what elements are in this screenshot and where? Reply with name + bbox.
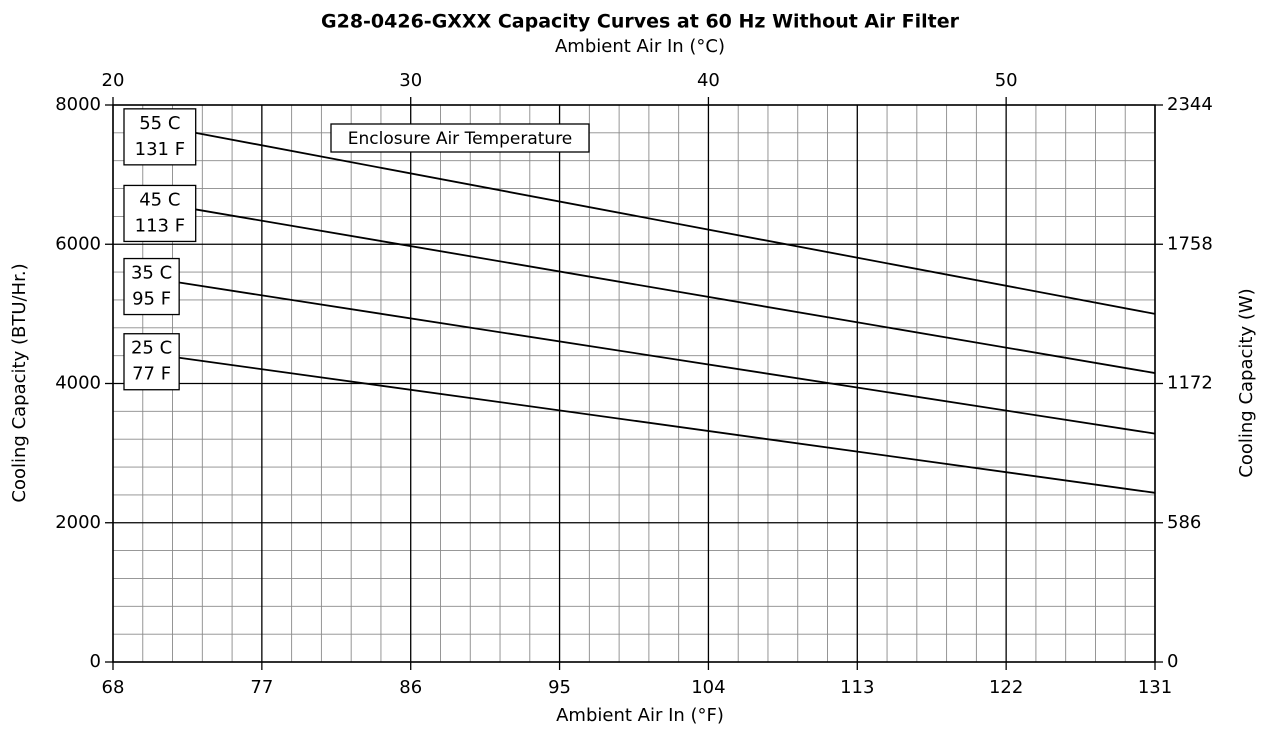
y-tick-label: 6000 [55, 233, 101, 254]
y2-axis-label: Cooling Capacity (W) [1236, 288, 1257, 477]
series-label: 45 C [139, 189, 180, 210]
series-line [195, 131, 1156, 315]
y-tick-label: 4000 [55, 373, 101, 394]
x-tick-label: 104 [691, 677, 725, 698]
x-tick-label: 95 [548, 677, 571, 698]
chart-title: G28-0426-GXXX Capacity Curves at 60 Hz W… [321, 11, 960, 33]
y2-tick-label: 0 [1167, 651, 1178, 672]
x-axis-label: Ambient Air In (°F) [556, 705, 724, 726]
x-tick-label: 86 [399, 677, 422, 698]
series-line [179, 281, 1156, 435]
series-label: 25 C [131, 338, 172, 359]
y-tick-label: 0 [90, 651, 101, 672]
annotation-box [330, 123, 590, 153]
series-label: 35 C [131, 263, 172, 284]
y2-tick-label: 2344 [1167, 94, 1213, 115]
x2-axis-label: Ambient Air In (°C) [555, 36, 725, 57]
plot-frame [112, 104, 1156, 663]
series-label-box [123, 333, 180, 391]
y-tick-label: 2000 [55, 512, 101, 533]
x-tick-label: 122 [989, 677, 1023, 698]
x2-tick-label: 30 [399, 70, 422, 91]
series-label-box [123, 257, 180, 316]
x-tick-label: 77 [250, 677, 273, 698]
annotation: Enclosure Air Temperature [348, 129, 573, 149]
series-line [195, 208, 1156, 374]
series-label: 55 C [139, 113, 180, 134]
x-tick-label: 68 [102, 677, 125, 698]
y2-tick-label: 1172 [1167, 373, 1213, 394]
x-tick-label: 131 [1138, 677, 1172, 698]
series-label: 77 F [132, 364, 171, 385]
series-label: 131 F [135, 139, 185, 160]
y2-tick-label: 1758 [1167, 233, 1213, 254]
y2-tick-label: 586 [1167, 512, 1201, 533]
series-label-box [123, 184, 197, 243]
series-label-box [123, 108, 197, 166]
x2-tick-label: 40 [697, 70, 720, 91]
y-tick-label: 8000 [55, 94, 101, 115]
x2-tick-label: 50 [995, 70, 1018, 91]
x2-tick-label: 20 [102, 70, 125, 91]
series-label: 95 F [132, 289, 171, 310]
series-line [179, 356, 1156, 494]
y-axis-label: Cooling Capacity (BTU/Hr.) [9, 263, 30, 502]
x-tick-label: 113 [840, 677, 874, 698]
series-label: 113 F [135, 215, 185, 236]
